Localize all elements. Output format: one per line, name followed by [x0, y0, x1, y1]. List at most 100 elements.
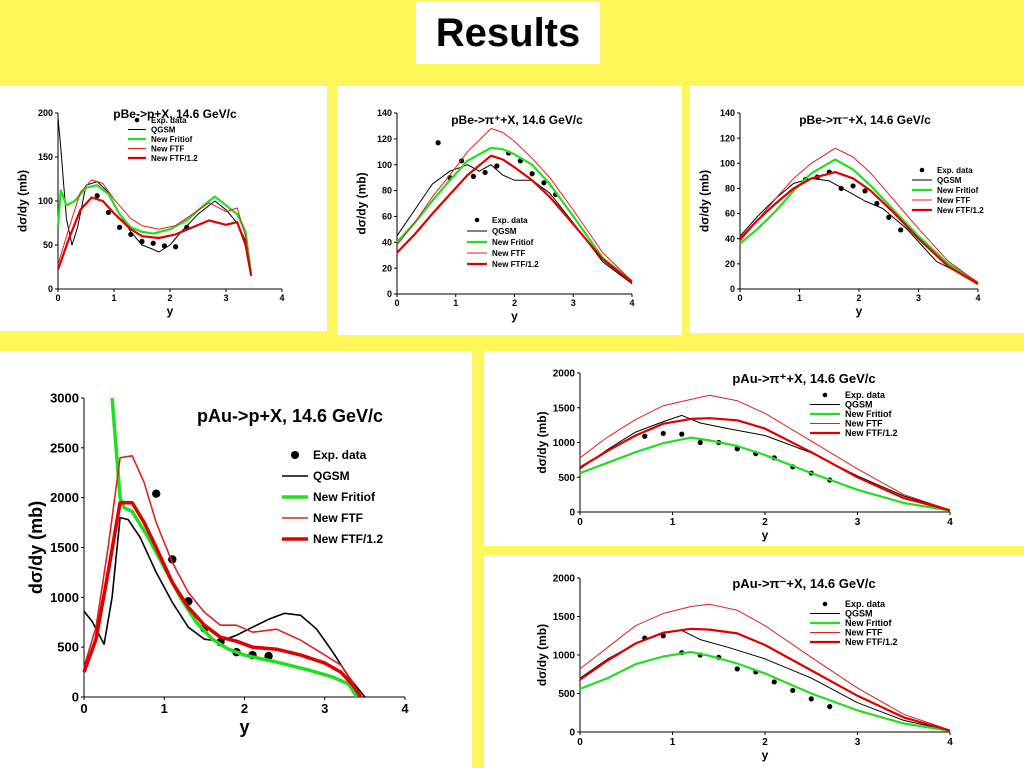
exp-data-point — [697, 439, 703, 446]
x-tick-label: 1 — [111, 293, 116, 303]
x-tick-label: 1 — [670, 737, 676, 748]
exp-data-point — [494, 163, 500, 169]
exp-data-point — [660, 430, 666, 437]
exp-data-point — [874, 200, 880, 207]
legend-marker-exp-data — [822, 392, 828, 398]
chart-svg: 0 1 2 3 4 0 500 1000 1500 2000 y dσ/dy (mb) pAu->π⁺+… — [535, 369, 953, 543]
x-tick-label: 0 — [737, 293, 742, 303]
chart-title: pAu->p+X, 14.6 GeV/c — [197, 406, 383, 426]
y-tick-label: 20 — [382, 263, 392, 273]
chart-panel-pau-piplus: 0 1 2 3 4 0 500 1000 1500 2000 y dσ/dy (mb) pAu->π⁺+… — [484, 351, 1024, 546]
y-tick-label: 500 — [558, 689, 575, 700]
x-tick-label: 0 — [80, 701, 87, 716]
y-tick-label: 0 — [569, 508, 575, 519]
new-ftf-line — [83, 455, 362, 698]
legend-marker-exp-data — [134, 117, 140, 123]
x-tick-label: 0 — [577, 517, 583, 528]
y-tick-label: 80 — [725, 184, 735, 194]
x-tick-label: 0 — [55, 293, 60, 303]
x-tick-label: 3 — [855, 737, 861, 748]
exp-data-point — [679, 431, 685, 437]
legend-label-new-fritiof: New Fritiof — [313, 490, 376, 504]
exp-data-point — [734, 666, 740, 672]
y-tick-label: 80 — [382, 186, 392, 196]
exp-data-point — [94, 193, 100, 199]
exp-data-point — [150, 240, 156, 246]
chart-panel-pbe-piminus: 0 1 2 3 4 0 20 40 60 80 100 120 140 y dσ/dy (mb) pBe->π… — [690, 86, 1024, 333]
legend-marker-exp-data — [919, 167, 925, 173]
qgsm-line — [396, 164, 633, 285]
x-tick-label: 1 — [797, 293, 802, 303]
new-fritiof-line — [396, 146, 633, 282]
chart-title: pBe->π⁺+X, 14.6 GeV/c — [451, 113, 583, 127]
new-ftf-line — [57, 179, 252, 276]
x-tick-label: 0 — [577, 737, 583, 748]
legend-label-qgsm: QGSM — [937, 176, 962, 185]
y-axis-label: dσ/dy (mb) — [698, 170, 712, 232]
legend-label-new-ftf-1-2: New FTF/1.2 — [937, 206, 984, 215]
legend-label-new-fritiof: New Fritiof — [937, 186, 979, 195]
legend-label-exp-data: Exp. data — [845, 599, 886, 609]
new-ftf-1-2-line — [396, 154, 633, 284]
chart-svg: 0 1 2 3 4 0 50 100 150 200 y dσ/dy (mb) pBe->p+X, 14… — [16, 107, 285, 318]
new-ftf-1-2-line — [56, 196, 253, 276]
x-tick-label: 4 — [279, 293, 284, 303]
y-tick-label: 500 — [57, 640, 79, 655]
exp-data-point — [173, 244, 179, 250]
x-tick-label: 2 — [512, 298, 517, 308]
legend-label-new-ftf-1-2: New FTF/1.2 — [151, 154, 198, 163]
legend-label-new-ftf-1-2: New FTF/1.2 — [845, 428, 898, 438]
y-axis-label: dσ/dy (mb) — [16, 170, 30, 232]
chart-panel-pbe-piplus: 0 1 2 3 4 0 20 40 60 80 100 120 140 y dσ/dy (mb) pBe->π… — [337, 86, 682, 335]
exp-data-point — [529, 171, 535, 177]
new-ftf-1-2-line — [82, 500, 363, 698]
new-ftf-line — [579, 603, 951, 731]
legend-label-new-fritiof: New Fritiof — [845, 618, 893, 628]
y-tick-label: 0 — [72, 690, 79, 705]
qgsm-line — [579, 414, 951, 511]
y-tick-label: 1000 — [553, 438, 576, 449]
qgsm-line — [83, 516, 366, 698]
y-tick-label: 1500 — [553, 612, 576, 623]
exp-data-point — [642, 433, 648, 439]
exp-data-point — [898, 227, 904, 233]
exp-data-point — [862, 188, 868, 194]
x-tick-label: 4 — [629, 298, 634, 308]
y-tick-label: 150 — [38, 152, 53, 162]
y-tick-label: 140 — [377, 108, 392, 118]
x-tick-label: 2 — [241, 701, 248, 716]
legend-label-qgsm: QGSM — [845, 400, 873, 410]
legend-label-new-fritiof: New Fritiof — [845, 409, 893, 419]
exp-data-point — [827, 703, 833, 710]
exp-data-point — [105, 209, 111, 216]
y-tick-label: 1000 — [553, 651, 576, 662]
x-tick-label: 2 — [856, 293, 861, 303]
chart-title: pBe->π⁻+X, 14.6 GeV/c — [799, 113, 931, 127]
new-ftf-line — [739, 147, 979, 284]
y-axis-label: dσ/dy (mb) — [535, 624, 549, 686]
legend-label-exp-data: Exp. data — [151, 116, 187, 125]
legend-label-new-ftf: New FTF — [151, 144, 184, 153]
y-tick-label: 60 — [382, 212, 392, 222]
chart-panel-pau-p: 0 1 2 3 4 0 500 1000 1500 2000 2500 3000 y dσ/dy (mb)… — [0, 351, 472, 768]
y-axis-label: dσ/dy (mb) — [355, 172, 369, 234]
x-axis-label: y — [762, 748, 769, 762]
x-tick-label: 2 — [167, 293, 172, 303]
exp-data-point — [790, 687, 796, 694]
legend-label-qgsm: QGSM — [313, 469, 350, 483]
x-tick-label: 1 — [453, 298, 458, 308]
exp-data-point — [886, 214, 892, 220]
new-ftf-line — [579, 394, 951, 511]
legend-label-new-fritiof: New Fritiof — [492, 238, 534, 247]
new-fritiof-line — [579, 650, 951, 732]
legend-marker-exp-data — [822, 601, 828, 607]
new-ftf-1-2-line — [579, 627, 951, 732]
legend-label-new-ftf: New FTF — [492, 249, 525, 258]
legend-label-new-ftf: New FTF — [845, 419, 883, 429]
chart-panel-pau-piminus: 0 1 2 3 4 0 500 1000 1500 2000 y dσ/dy (mb) pAu->π⁻+… — [484, 555, 1024, 768]
